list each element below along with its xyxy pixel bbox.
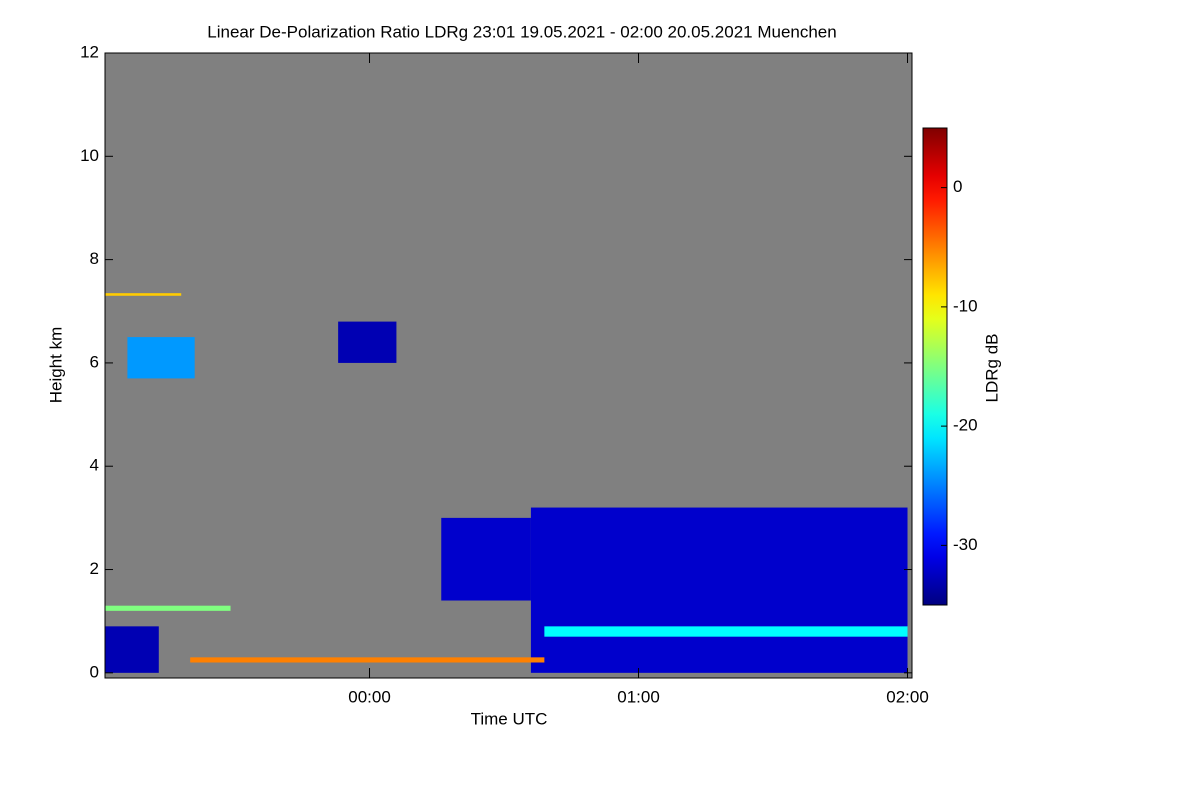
heatmap-patch bbox=[441, 517, 531, 601]
y-tick-label: 4 bbox=[90, 456, 99, 475]
colorbar-tick-label: 0 bbox=[953, 177, 962, 196]
x-tick-label: 01:00 bbox=[617, 687, 660, 706]
heatmap-patch bbox=[530, 507, 908, 673]
heatmap-patch bbox=[105, 293, 182, 296]
y-tick-label: 0 bbox=[90, 662, 99, 681]
y-axis-label: Height km bbox=[46, 327, 65, 404]
colorbar-tick-label: -10 bbox=[953, 296, 978, 315]
x-tick-label: 02:00 bbox=[886, 687, 929, 706]
heatmap-patch bbox=[127, 337, 195, 379]
colorbar-tick-label: -20 bbox=[953, 416, 978, 435]
y-tick-label: 2 bbox=[90, 559, 99, 578]
colorbar-label: LDRg dB bbox=[982, 334, 1001, 403]
heatmap-patch bbox=[105, 605, 231, 611]
y-tick-label: 12 bbox=[80, 42, 99, 61]
heatmap-patch bbox=[190, 657, 545, 663]
heatmap-patch bbox=[105, 626, 159, 673]
heatmap-patch bbox=[544, 626, 908, 637]
x-axis-label: Time UTC bbox=[471, 709, 548, 728]
colorbar-tick-label: -30 bbox=[953, 535, 978, 554]
y-tick-label: 8 bbox=[90, 249, 99, 268]
y-tick-label: 10 bbox=[80, 146, 99, 165]
heatmap-patch bbox=[338, 321, 397, 363]
colorbar bbox=[922, 127, 948, 606]
chart-title: Linear De-Polarization Ratio LDRg 23:01 … bbox=[207, 22, 836, 41]
plot-frame bbox=[104, 52, 913, 679]
x-tick-label: 00:00 bbox=[348, 687, 391, 706]
y-tick-label: 6 bbox=[90, 352, 99, 371]
